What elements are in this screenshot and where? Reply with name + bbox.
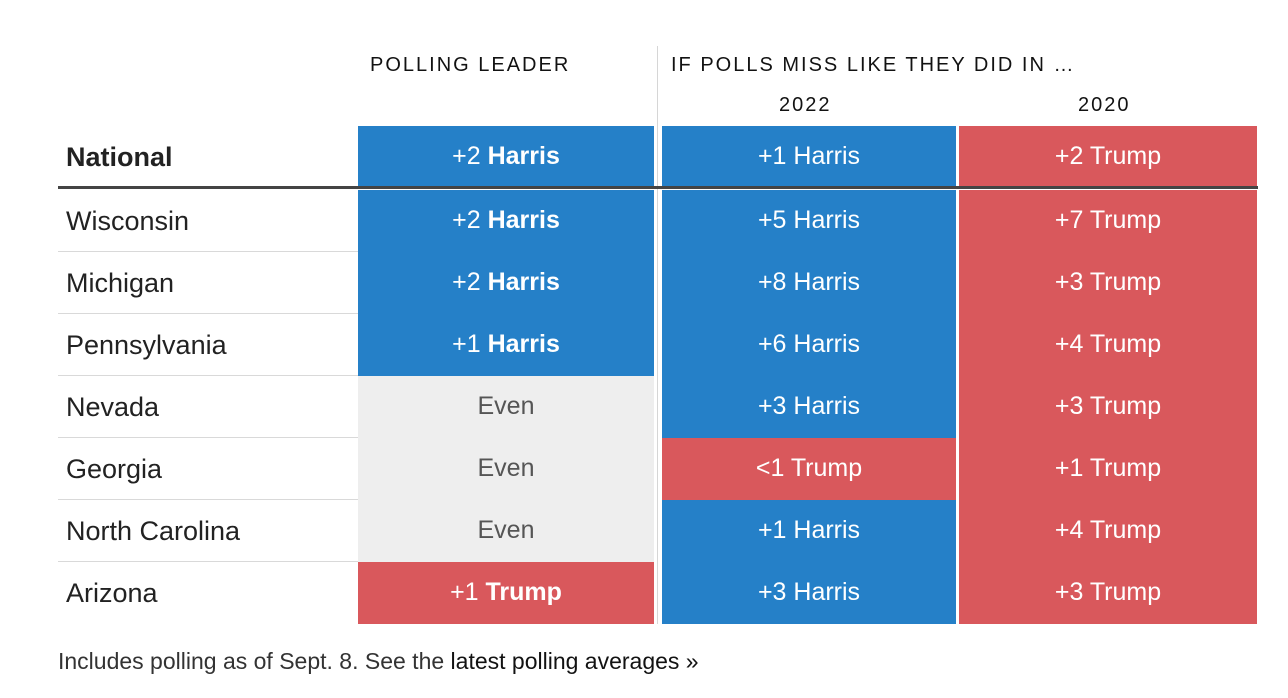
y2020-cell: +3 Trump (959, 252, 1257, 314)
row-divider (58, 499, 358, 500)
y2020-cell: +2 Trump (959, 126, 1257, 188)
y2022-cell: +3 Harris (662, 376, 956, 438)
y2020-cell: +7 Trump (959, 190, 1257, 252)
state-label: National (66, 142, 173, 172)
leader-name: Harris (487, 142, 560, 170)
row-divider (58, 251, 358, 252)
table-row: Arizona +1 Trump +3 Harris +3 Trump (58, 562, 1258, 624)
y2022-cell: +6 Harris (662, 314, 956, 376)
header-2022: 2022 (779, 94, 832, 116)
y2022-cell: +5 Harris (662, 190, 956, 252)
y2020-cell: +4 Trump (959, 314, 1257, 376)
table-row: North Carolina Even +1 Harris +4 Trump (58, 500, 1258, 562)
scenario-value: +3 Trump (1054, 392, 1162, 420)
leader-margin: +2 (452, 206, 481, 234)
leader-cell: +2 Harris (358, 190, 654, 252)
state-label: Arizona (66, 578, 158, 608)
leader-margin: +1 (450, 578, 479, 606)
row-divider (58, 313, 358, 314)
scenario-value: +3 Trump (1054, 578, 1162, 606)
state-label: Georgia (66, 454, 163, 484)
national-divider (58, 186, 1258, 189)
table-row: Michigan +2 Harris +8 Harris +3 Trump (58, 252, 1258, 314)
leader-name: Even (477, 392, 535, 420)
scenario-value: <1 Trump (755, 454, 863, 482)
leader-name: Trump (485, 578, 562, 606)
leader-cell: +2 Harris (358, 252, 654, 314)
scenario-value: +6 Harris (757, 330, 861, 358)
scenario-value: +4 Trump (1054, 516, 1162, 544)
scenario-value: +1 Harris (757, 516, 861, 544)
state-label: Wisconsin (66, 206, 190, 236)
leader-cell: Even (358, 376, 654, 438)
polling-averages-link[interactable]: latest polling averages » (450, 648, 699, 674)
y2022-cell: +1 Harris (662, 500, 956, 562)
leader-name: Harris (487, 330, 560, 358)
y2020-cell: +1 Trump (959, 438, 1257, 500)
scenario-value: +1 Harris (757, 142, 861, 170)
state-label: Pennsylvania (66, 330, 227, 360)
y2022-cell: +8 Harris (662, 252, 956, 314)
y2022-cell: +1 Harris (662, 126, 956, 188)
leader-name: Harris (487, 206, 560, 234)
header-polls-miss: IF POLLS MISS LIKE THEY DID IN … (671, 54, 1076, 76)
leader-cell: Even (358, 438, 654, 500)
y2020-cell: +3 Trump (959, 562, 1257, 624)
table-row: Pennsylvania +1 Harris +6 Harris +4 Trump (58, 314, 1258, 376)
column-divider (657, 46, 658, 624)
scenario-value: +7 Trump (1054, 206, 1162, 234)
state-label: North Carolina (66, 516, 241, 546)
leader-name: Harris (487, 268, 560, 296)
row-divider (58, 561, 358, 562)
scenario-value: +3 Harris (757, 578, 861, 606)
leader-cell: Even (358, 500, 654, 562)
scenario-value: +4 Trump (1054, 330, 1162, 358)
leader-margin: +1 (452, 330, 481, 358)
leader-margin: +2 (452, 142, 481, 170)
y2022-cell: <1 Trump (662, 438, 956, 500)
scenario-value: +3 Harris (757, 392, 861, 420)
leader-margin: +2 (452, 268, 481, 296)
scenario-value: +3 Trump (1054, 268, 1162, 296)
leader-cell: +1 Harris (358, 314, 654, 376)
state-label: Nevada (66, 392, 160, 422)
row-divider (58, 437, 358, 438)
scenario-value: +2 Trump (1054, 142, 1162, 170)
y2020-cell: +4 Trump (959, 500, 1257, 562)
table-row: Wisconsin +2 Harris +5 Harris +7 Trump (58, 190, 1258, 252)
scenario-value: +8 Harris (757, 268, 861, 296)
header-polling-leader: POLLING LEADER (370, 54, 571, 76)
scenario-value: +5 Harris (757, 206, 861, 234)
table-row: Nevada Even +3 Harris +3 Trump (58, 376, 1258, 438)
footnote: Includes polling as of Sept. 8. See the … (58, 648, 699, 675)
table-row: Georgia Even <1 Trump +1 Trump (58, 438, 1258, 500)
state-label: Michigan (66, 268, 175, 298)
footnote-text: Includes polling as of Sept. 8. See the (58, 648, 451, 674)
header-2020: 2020 (1078, 94, 1131, 116)
y2022-cell: +3 Harris (662, 562, 956, 624)
leader-cell: +1 Trump (358, 562, 654, 624)
y2020-cell: +3 Trump (959, 376, 1257, 438)
leader-name: Even (477, 516, 535, 544)
leader-cell: +2 Harris (358, 126, 654, 188)
row-divider (58, 375, 358, 376)
table-row: National +2 Harris +1 Harris +2 Trump (58, 126, 1258, 188)
leader-name: Even (477, 454, 535, 482)
scenario-value: +1 Trump (1054, 454, 1162, 482)
